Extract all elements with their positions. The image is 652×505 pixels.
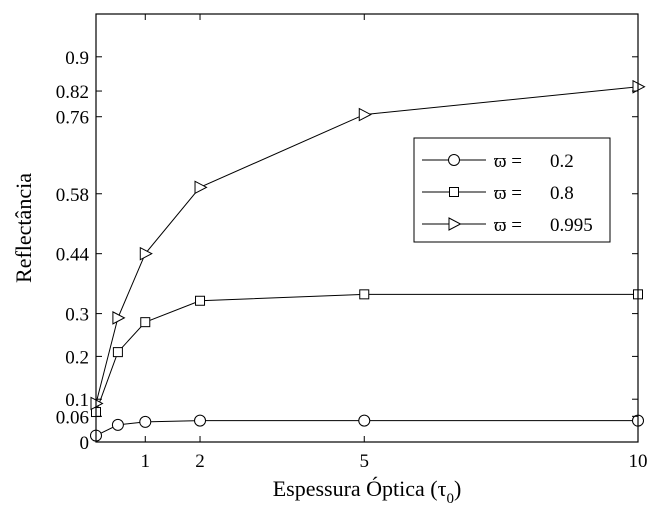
- series-line: [95, 86, 639, 404]
- y-tick-label: 0: [80, 433, 90, 454]
- series-square: [91, 289, 643, 418]
- data-point: [112, 311, 126, 325]
- data-point: [632, 79, 646, 94]
- y-tick-label: 0.9: [65, 48, 89, 69]
- data-point: [111, 418, 124, 431]
- legend-value: 0.8: [550, 183, 574, 204]
- data-point: [140, 317, 151, 328]
- legend-marker: [448, 217, 462, 231]
- series-triangle-right: [90, 79, 646, 411]
- legend-entry: ϖ = 0.2: [422, 151, 574, 172]
- y-tick-label: 0.58: [56, 185, 89, 206]
- series-line: [95, 293, 638, 413]
- x-axis-label-close: ): [454, 476, 461, 501]
- y-axis-label: Reflectância: [11, 173, 36, 283]
- legend-value: 0.2: [550, 151, 574, 172]
- legend-symbol: ϖ =: [494, 151, 522, 172]
- x-tick-label: 5: [360, 451, 370, 472]
- legend-value: 0.995: [550, 215, 593, 236]
- x-axis-label-main: Espessura Óptica (τ: [273, 476, 447, 501]
- y-tick-label: 0.2: [65, 347, 89, 368]
- data-point: [358, 107, 372, 122]
- y-tick-label: 0.44: [56, 245, 90, 266]
- data-point: [359, 289, 370, 300]
- series-circle: [90, 414, 644, 442]
- y-tick-label: 0.06: [56, 407, 89, 428]
- series-layer: [90, 79, 646, 442]
- data-point: [358, 414, 371, 427]
- legend-box: [413, 137, 611, 243]
- data-point: [195, 295, 206, 306]
- y-tick-label: 0.76: [56, 108, 89, 129]
- plot-frame: [95, 13, 639, 443]
- data-point: [194, 180, 208, 195]
- legend-marker: [449, 187, 459, 197]
- legend-symbol: ϖ =: [494, 215, 522, 236]
- y-tick-label: 0.3: [65, 305, 89, 326]
- data-point: [139, 246, 153, 261]
- x-axis-label: Espessura Óptica (τ0): [273, 476, 462, 505]
- data-point: [194, 414, 207, 427]
- legend-entry: ϖ = 0.995: [422, 215, 593, 236]
- legend-symbol: ϖ =: [494, 183, 522, 204]
- data-point: [112, 347, 123, 358]
- legend: ϖ = 0.2 ϖ = 0.8 ϖ = 0.995: [413, 137, 611, 243]
- data-point: [139, 415, 152, 428]
- data-point: [90, 396, 104, 411]
- y-tick-label: 0.1: [65, 390, 89, 411]
- y-tick-label: 0.82: [56, 82, 89, 103]
- x-tick-label: 2: [195, 451, 205, 472]
- legend-entry: ϖ = 0.8: [422, 183, 574, 204]
- ticks-layer: 1 2 5 10 0 0.060.1 0.2 0.3 0.44 0.58 0.76 0.82 0.9: [56, 14, 648, 472]
- legend-marker: [448, 154, 460, 166]
- x-tick-label: 10: [629, 451, 648, 472]
- x-tick-label: 1: [141, 451, 151, 472]
- x-axis-label-subscript: 0: [446, 491, 454, 505]
